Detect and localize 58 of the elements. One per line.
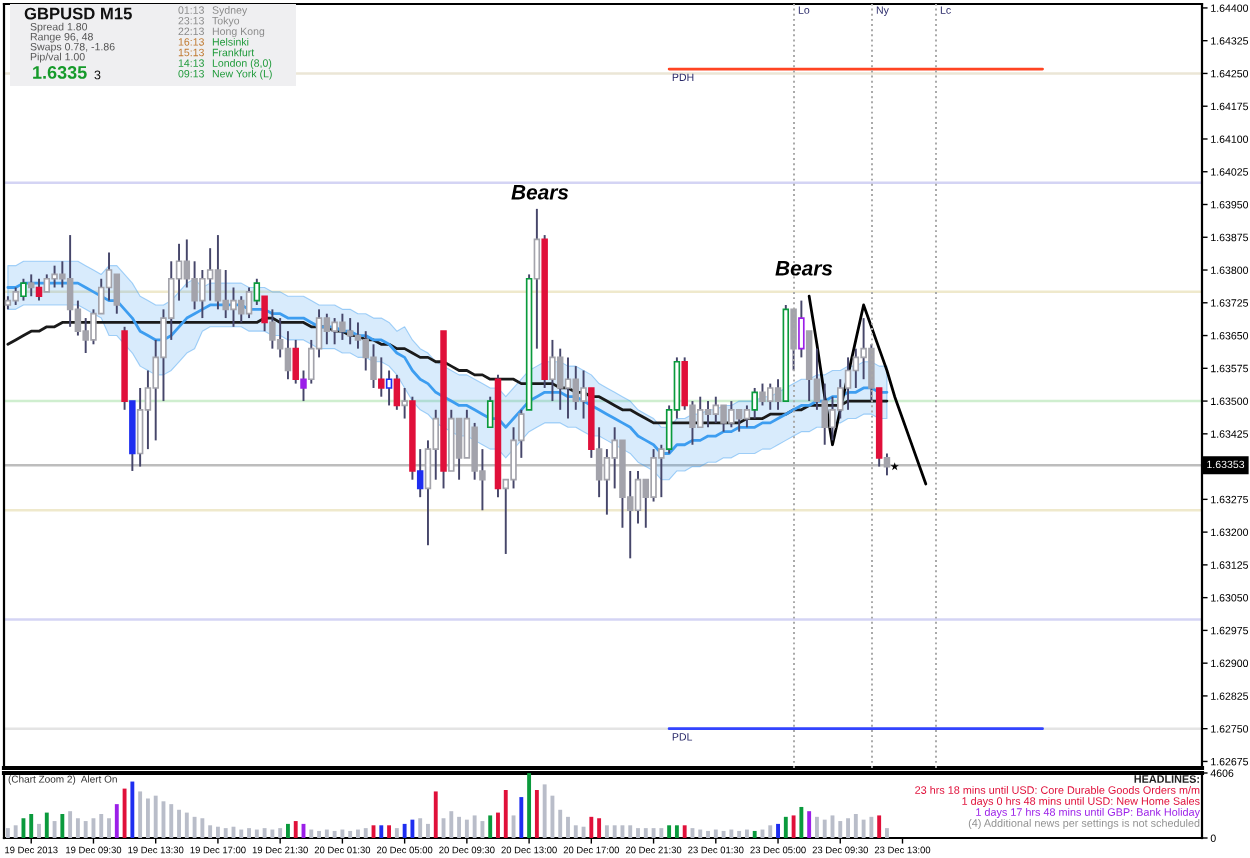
candlestick (323, 312, 331, 346)
candlestick (549, 338, 556, 403)
candlestick (486, 395, 494, 429)
candlestick (595, 426, 603, 499)
candlestick (206, 247, 214, 302)
candlestick (556, 347, 564, 411)
candlestick (634, 469, 642, 525)
candlestick (696, 395, 704, 429)
annotation: Bears (511, 185, 569, 200)
candlestick (214, 234, 222, 311)
candlestick (339, 312, 346, 341)
candlestick (416, 448, 424, 499)
candlestick (704, 400, 712, 429)
candlestick (136, 387, 144, 468)
candlestick (269, 308, 276, 350)
annotation: Bears (775, 261, 833, 276)
candlestick (27, 273, 35, 298)
candlestick (767, 382, 774, 411)
chart-title: GBPUSD M15 (24, 7, 132, 20)
candlestick (844, 356, 852, 411)
line-series (807, 294, 928, 486)
candlestick (385, 369, 393, 407)
candlestick (362, 330, 369, 372)
candlestick (113, 273, 121, 315)
candlestick (432, 408, 439, 481)
candlestick (378, 356, 385, 398)
candlestick (401, 387, 408, 420)
candlestick (393, 373, 401, 411)
candlestick (774, 378, 782, 411)
candlestick (798, 299, 805, 359)
annotation: 1.6335 (33, 66, 87, 79)
candlestick (852, 347, 860, 389)
candlestick (230, 286, 237, 328)
candlestick (20, 277, 27, 302)
candlestick (564, 356, 572, 420)
candlestick (860, 317, 867, 381)
candlestick (580, 369, 587, 420)
candlestick (284, 330, 292, 381)
candlestick (66, 234, 74, 328)
candlestick (331, 317, 338, 346)
candlestick (759, 382, 766, 407)
candlestick (292, 338, 299, 385)
candlestick (712, 395, 720, 424)
candlestick (51, 264, 58, 289)
candlestick (720, 404, 727, 433)
candlestick (238, 295, 245, 324)
candlestick (346, 317, 354, 346)
candlestick (603, 448, 611, 516)
candlestick (354, 321, 362, 350)
candlestick (572, 365, 580, 411)
candlestick (650, 448, 657, 503)
candlestick (455, 417, 463, 481)
candlestick (735, 408, 743, 433)
candlestick (728, 400, 735, 429)
candlestick (751, 387, 758, 420)
candlestick (883, 452, 891, 477)
candlestick (245, 286, 253, 320)
candlestick (35, 277, 43, 302)
